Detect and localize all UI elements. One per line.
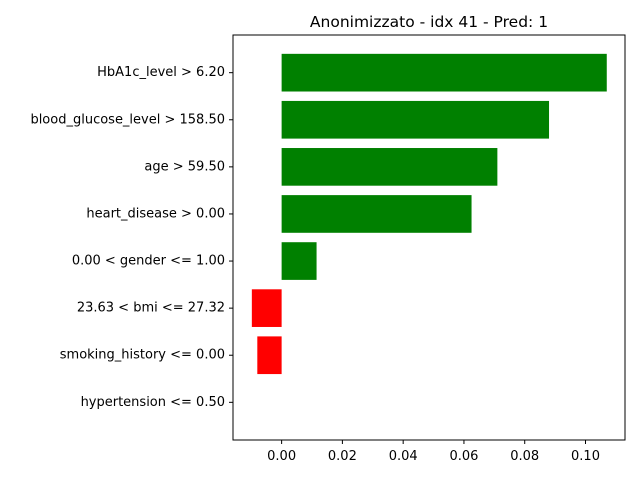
y-tick-label: age > 59.50: [144, 159, 225, 174]
bars-group: [251, 53, 607, 375]
y-tick-label: blood_glucose_level > 158.50: [30, 112, 225, 127]
chart-title: Anonimizzato - idx 41 - Pred: 1: [310, 13, 548, 31]
bar-2: [281, 148, 498, 186]
y-axis: HbA1c_level > 6.20 blood_glucose_level > …: [30, 65, 233, 410]
x-tick-label: 0.04: [389, 449, 418, 464]
bar-0: [281, 53, 607, 92]
x-axis: 0.00 0.02 0.04 0.06 0.08 0.10: [267, 440, 600, 464]
y-tick-label: heart_disease > 0.00: [86, 206, 225, 221]
bar-1: [281, 100, 550, 139]
bar-5: [251, 289, 282, 327]
y-tick-label: smoking_history <= 0.00: [60, 348, 225, 363]
y-tick-label: 23.63 < bmi <= 27.32: [77, 301, 225, 316]
plot-frame: [232, 34, 626, 441]
x-tick-label: 0.08: [510, 449, 539, 464]
x-tick-label: 0.00: [267, 449, 296, 464]
y-tick-label: 0.00 < gender <= 1.00: [72, 254, 225, 269]
x-tick-label: 0.02: [328, 449, 357, 464]
x-tick-label: 0.06: [449, 449, 478, 464]
y-tick-label: hypertension <= 0.50: [81, 395, 225, 410]
bar-4: [281, 242, 317, 280]
y-tick-label: HbA1c_level > 6.20: [97, 65, 225, 80]
bar-3: [281, 195, 472, 233]
bar-6: [257, 336, 282, 375]
x-tick-label: 0.10: [571, 449, 600, 464]
